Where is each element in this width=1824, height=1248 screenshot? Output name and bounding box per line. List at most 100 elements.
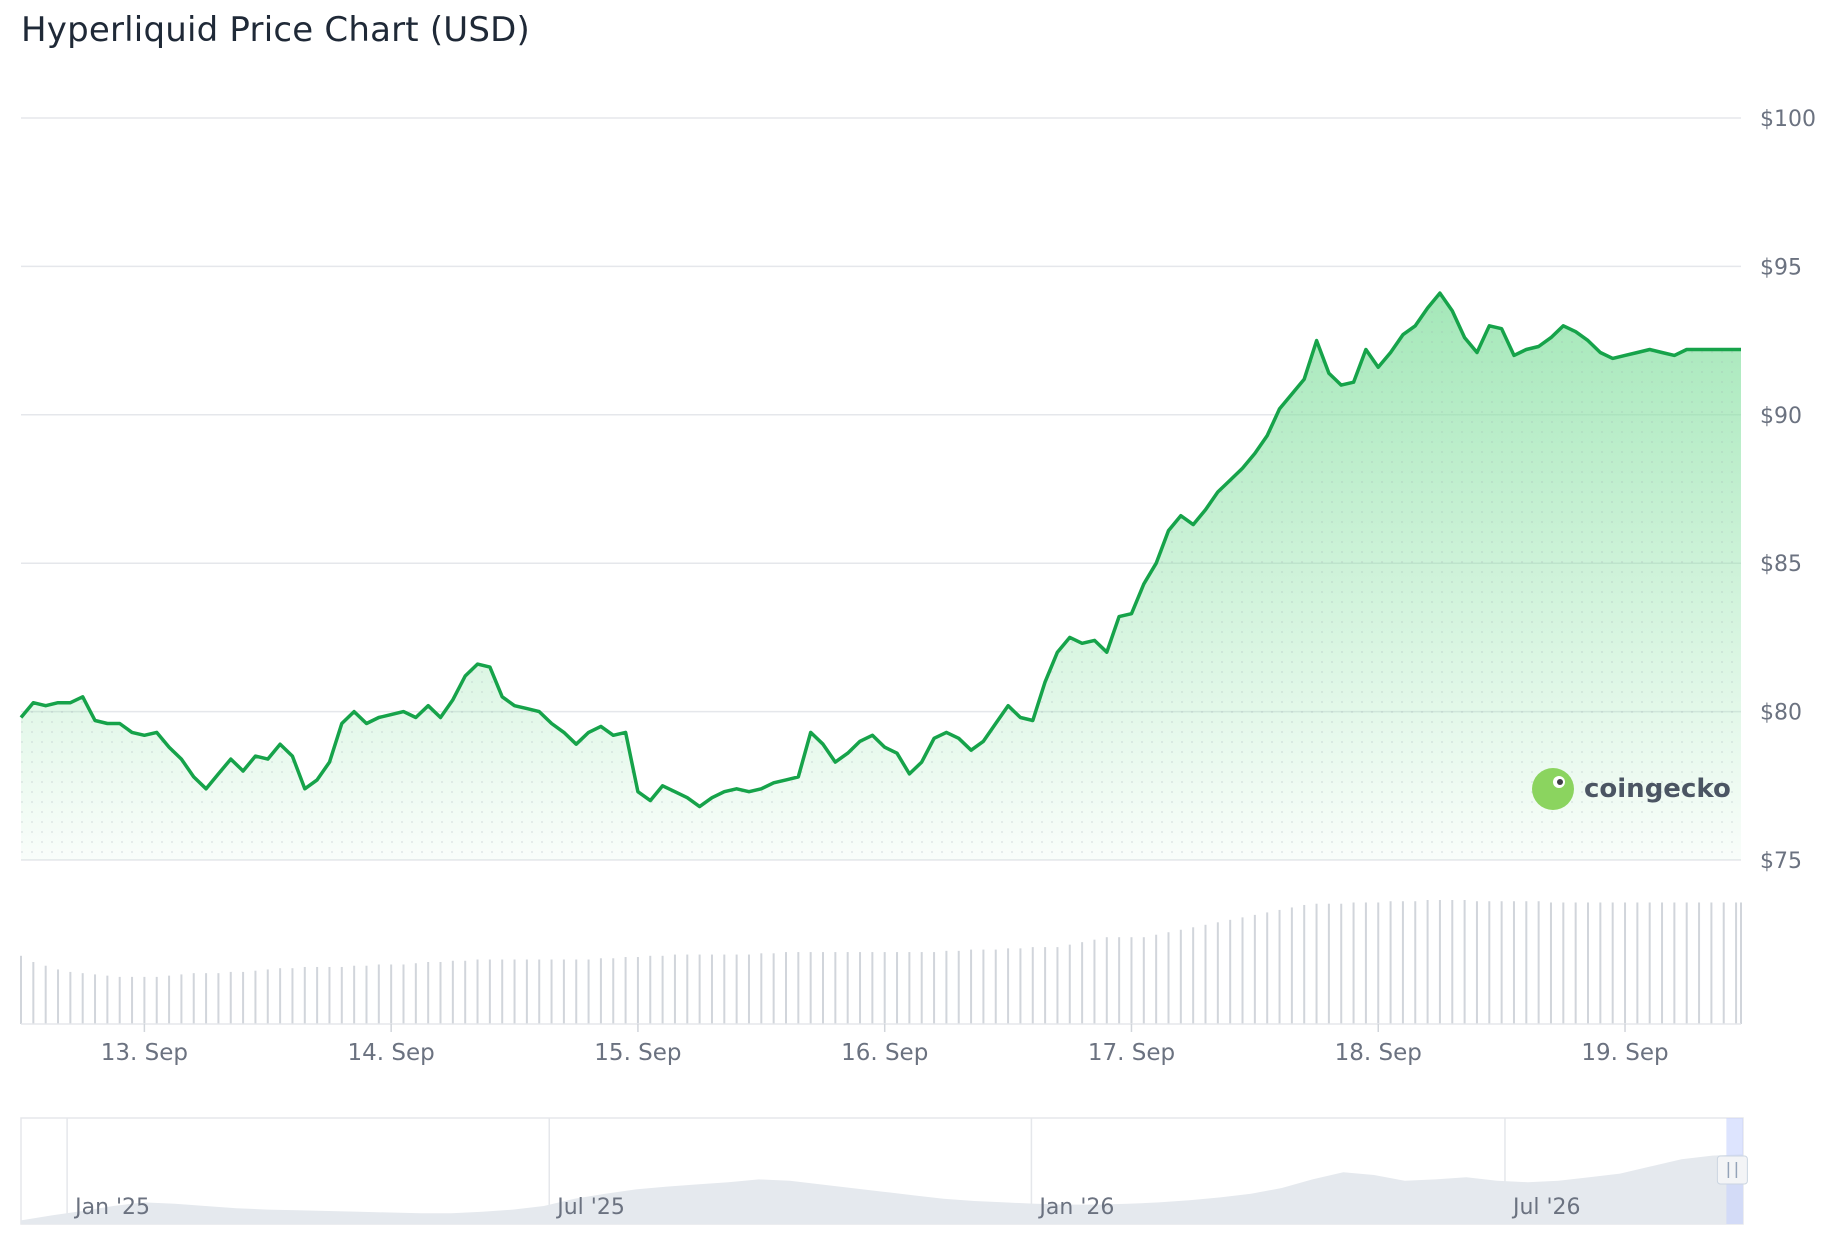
volume-bar [1599,902,1602,1024]
volume-bar [649,955,652,1024]
volume-bar [1512,901,1515,1024]
navigator-tick-label: Jul '25 [555,1195,625,1220]
volume-bar [846,952,849,1024]
volume-bar [908,952,911,1024]
volume-bar [488,959,491,1024]
volume-bar [686,954,689,1024]
y-axis-labels: $75 $80 $85 $90 $95 $100 [1760,107,1816,874]
volume-bar [1068,944,1071,1024]
x-tick-label: 19. Sep [1581,1040,1668,1066]
volume-bar [1722,902,1725,1024]
volume-bar [131,976,134,1024]
volume-bar [1340,903,1343,1024]
volume-bar [698,954,701,1024]
volume-bar [1611,902,1614,1024]
volume-bar [1648,902,1651,1024]
volume-bar [1488,901,1491,1024]
volume-bar [205,973,208,1024]
volume-bar [673,954,676,1024]
volume-bar [1253,914,1256,1024]
volume-bar [957,950,960,1024]
volume-bar [994,949,997,1024]
volume-bar [710,954,713,1024]
volume-bar [920,952,923,1024]
volume-bar [279,968,282,1024]
volume-bar [538,959,541,1024]
volume-bar [772,953,775,1024]
y-tick-label: $75 [1760,849,1802,874]
navigator[interactable]: Jan '25 Jul '25 Jan '26 Jul '26 [20,1117,1748,1225]
y-tick-label: $80 [1760,701,1802,726]
x-axis-labels: 13. Sep 14. Sep 15. Sep 16. Sep 17. Sep 18. S… [101,1024,1669,1066]
volume-bar [303,966,306,1024]
navigator-handle[interactable] [1716,1155,1748,1185]
x-tick-label: 13. Sep [101,1040,188,1066]
volume-bar [1204,924,1207,1024]
volume-bar [414,963,417,1024]
volume-bar [784,952,787,1024]
x-tick-label: 18. Sep [1335,1040,1422,1066]
volume-bar [94,974,97,1024]
volume-bar [1438,900,1441,1024]
volume-bar [69,971,72,1024]
volume-bar [1377,902,1380,1024]
volume-bar [1179,929,1182,1024]
navigator-area [21,1154,1743,1224]
volume-bar [1574,902,1577,1024]
volume-bar [1401,901,1404,1024]
volume-bar [1710,902,1713,1024]
volume-bar [661,955,664,1024]
volume-bar [32,962,35,1024]
volume-bar [871,952,874,1024]
x-tick-label: 17. Sep [1088,1040,1175,1066]
volume-bar [1414,901,1417,1024]
gecko-logo-icon [1532,768,1574,810]
volume-bar [1056,947,1059,1024]
volume-bar [1587,902,1590,1024]
volume-bar [1327,903,1330,1024]
volume-bar [1624,902,1627,1024]
volume-bar [1118,937,1121,1024]
volume-bar [809,952,812,1024]
volume-bar [1093,939,1096,1024]
price-line[interactable] [19,291,1741,809]
volume-bar [1475,901,1478,1024]
volume-bar [1698,902,1701,1024]
volume-bar [1155,934,1158,1024]
volume-bar [464,960,467,1024]
volume-bar [118,976,121,1024]
volume-bar [217,973,220,1024]
volume-bar [945,950,948,1024]
volume-bar [1685,902,1688,1024]
volume-bar [155,976,158,1024]
volume-bar [550,959,553,1024]
volume-bar [1303,904,1306,1024]
volume-bar [636,957,639,1024]
volume-bar [747,954,750,1024]
volume-bar [1315,903,1318,1024]
volume-bar [735,954,738,1024]
volume-bar [242,971,245,1024]
volume-bar [57,969,60,1024]
volume-bar [1216,922,1219,1024]
volume-bar [1500,901,1503,1024]
volume-bar [822,952,825,1024]
volume-bar [1463,900,1466,1024]
volume-bar [513,959,516,1024]
volume-bar [1031,947,1034,1024]
volume-bar [20,955,22,1024]
volume-bar [1537,901,1540,1024]
volume-bars [20,900,1742,1025]
volume-bar [1229,919,1232,1024]
volume-bar [859,952,862,1024]
volume-bar [501,959,504,1024]
volume-bar [44,965,47,1024]
volume-bar [266,969,269,1024]
volume-bar [624,957,627,1024]
volume-bar [451,960,454,1024]
volume-bar [797,952,800,1024]
volume-bar [970,949,973,1024]
gecko-pupil-icon [1557,779,1563,785]
volume-bar [1019,948,1022,1024]
